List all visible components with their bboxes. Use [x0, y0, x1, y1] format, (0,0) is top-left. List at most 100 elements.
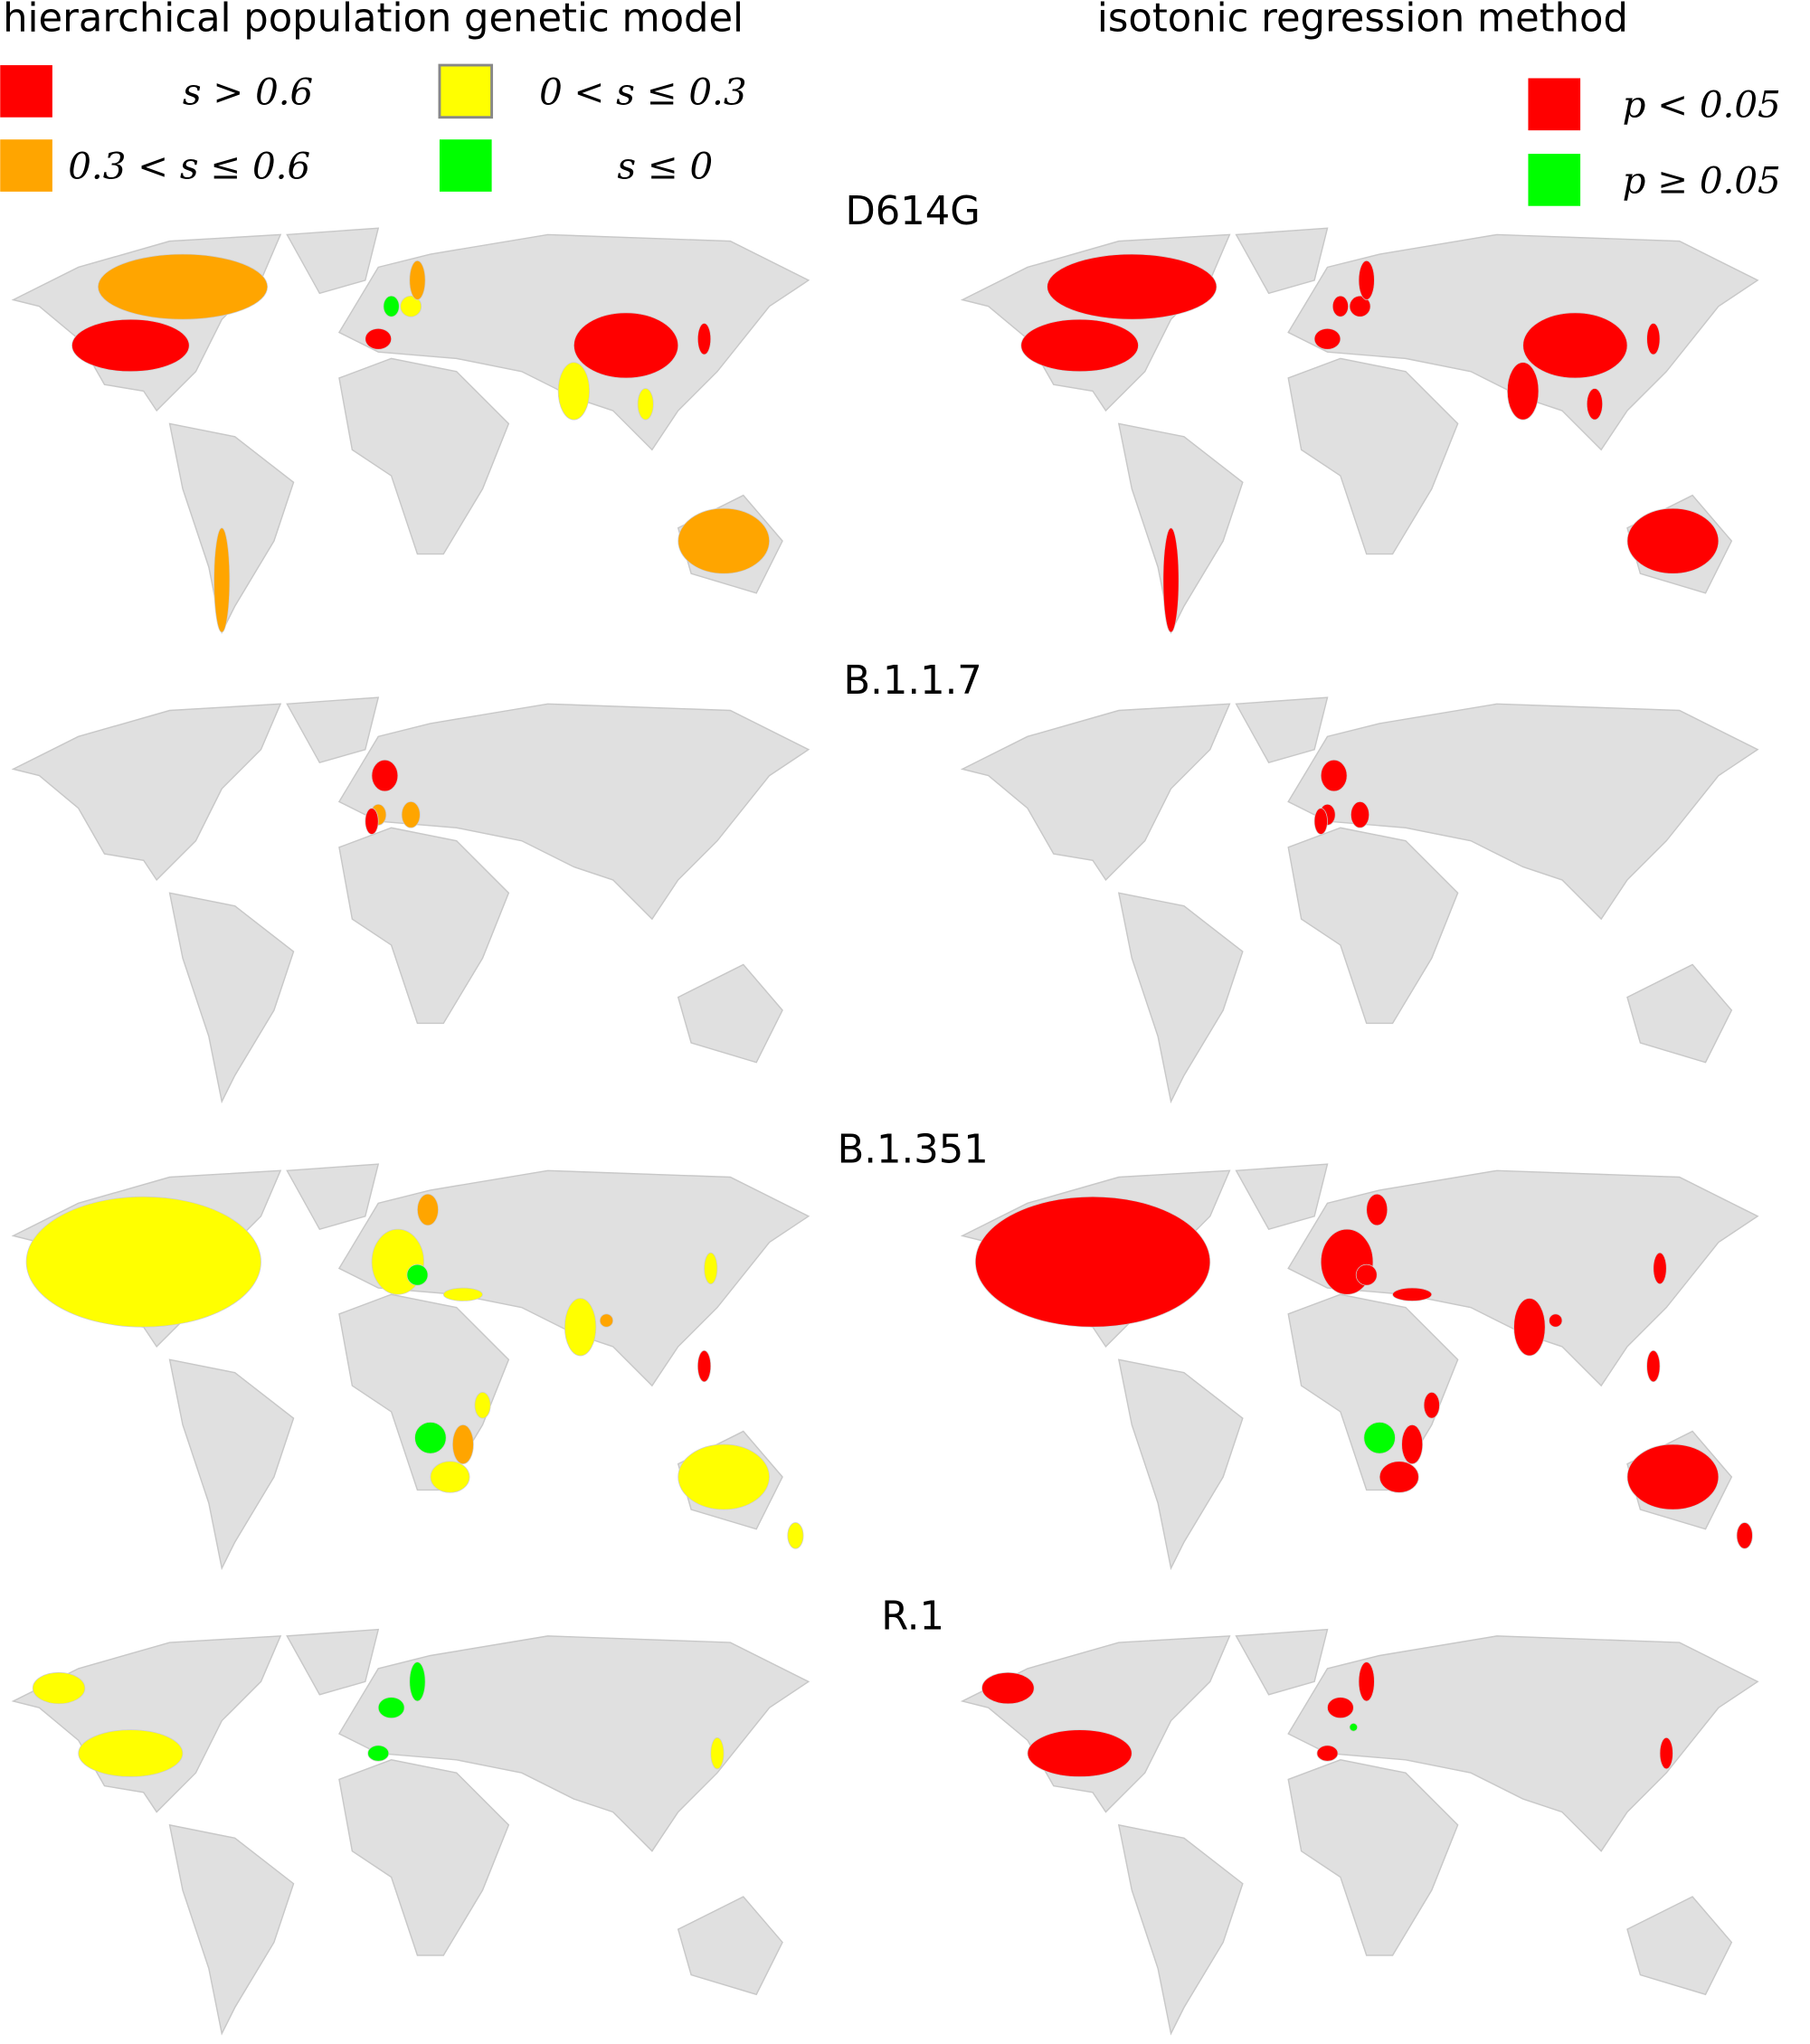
country-region [1626, 1443, 1720, 1510]
world-map [960, 696, 1759, 1104]
country-region [371, 759, 399, 792]
country-region [557, 362, 591, 421]
country-region [451, 1424, 474, 1464]
country-region [1313, 327, 1341, 350]
legend-label: s ≤ 0 [617, 145, 713, 187]
world-map [960, 1163, 1759, 1571]
world-map [11, 227, 810, 635]
land [286, 227, 380, 295]
country-region [367, 1745, 390, 1762]
land [1287, 827, 1459, 1025]
country-region [71, 318, 190, 373]
country-region [365, 327, 392, 350]
land [338, 1759, 510, 1956]
country-region [974, 1196, 1211, 1328]
land [286, 1163, 380, 1231]
legend-swatch [0, 65, 52, 118]
country-region [1507, 362, 1540, 421]
country-region [637, 388, 654, 421]
land [11, 703, 282, 882]
country-region [1027, 1729, 1132, 1777]
land [1287, 1169, 1759, 1387]
country-region [409, 260, 426, 300]
land [1626, 963, 1733, 1064]
country-region [1659, 1736, 1673, 1770]
country-region [1586, 388, 1603, 421]
country-region [1358, 1661, 1375, 1702]
land [960, 1635, 1231, 1813]
world-map [960, 227, 1759, 635]
country-region [787, 1522, 804, 1549]
country-region [383, 295, 400, 317]
land [1235, 1628, 1329, 1696]
country-region [406, 1263, 429, 1286]
country-region [1423, 1391, 1440, 1419]
country-region [1358, 260, 1375, 300]
country-region [1020, 318, 1139, 373]
legend-swatch [1528, 154, 1581, 206]
land [168, 892, 295, 1104]
country-region [1313, 808, 1328, 835]
land [1626, 1896, 1733, 1996]
world-map [11, 1628, 810, 2036]
country-region [1646, 323, 1661, 355]
country-region [1401, 1424, 1424, 1464]
country-region [981, 1671, 1035, 1705]
country-region [414, 1422, 447, 1454]
land [677, 963, 783, 1064]
legend-swatch [1528, 78, 1581, 131]
land [168, 422, 295, 635]
land [960, 703, 1231, 882]
land [1235, 1163, 1329, 1231]
legend-swatch [438, 63, 494, 119]
country-region [1522, 312, 1628, 379]
country-region [430, 1461, 470, 1493]
country-region [1355, 1263, 1378, 1286]
country-region [1350, 801, 1369, 828]
land [1117, 422, 1244, 635]
country-region [1349, 295, 1371, 317]
country-region [1653, 1252, 1667, 1285]
world-map [11, 1163, 810, 1571]
country-region [1327, 1697, 1354, 1719]
country-region [97, 253, 269, 320]
country-region [1549, 1313, 1563, 1328]
variant-label: B.1.351 [838, 1128, 989, 1173]
legend-label: p ≥ 0.05 [1623, 159, 1781, 202]
left-title: hierarchical population genetic model [3, 0, 744, 42]
country-region [442, 1287, 483, 1301]
country-region [377, 1697, 405, 1719]
land [337, 703, 810, 921]
country-region [409, 1661, 426, 1702]
land [286, 1628, 380, 1696]
country-region [32, 1671, 86, 1705]
land [168, 1823, 295, 2036]
country-region [1320, 759, 1348, 792]
country-region [1349, 1723, 1359, 1732]
country-region [599, 1313, 614, 1328]
variant-label: B.1.1.7 [843, 658, 981, 704]
legend-swatch [439, 139, 492, 192]
land [1287, 1635, 1759, 1852]
country-region [474, 1391, 491, 1419]
legend-label: s > 0.6 [183, 71, 313, 113]
country-region [365, 808, 379, 835]
country-region [1316, 1745, 1339, 1762]
world-map [11, 696, 810, 1104]
land [1117, 1358, 1244, 1571]
land [1235, 696, 1329, 764]
country-region [678, 1443, 770, 1510]
legend-swatch [0, 139, 52, 192]
country-region [704, 1252, 718, 1285]
land [1117, 892, 1244, 1104]
legend-label: 0 < s ≤ 0.3 [539, 71, 746, 113]
country-region [697, 1349, 712, 1383]
right-title: isotonic regression method [1097, 0, 1628, 42]
land [1287, 703, 1759, 921]
country-region [697, 323, 712, 355]
land [338, 357, 510, 555]
country-region [213, 527, 231, 633]
country-region [573, 312, 679, 379]
country-region [417, 1193, 439, 1226]
variant-label: D614G [846, 189, 981, 234]
